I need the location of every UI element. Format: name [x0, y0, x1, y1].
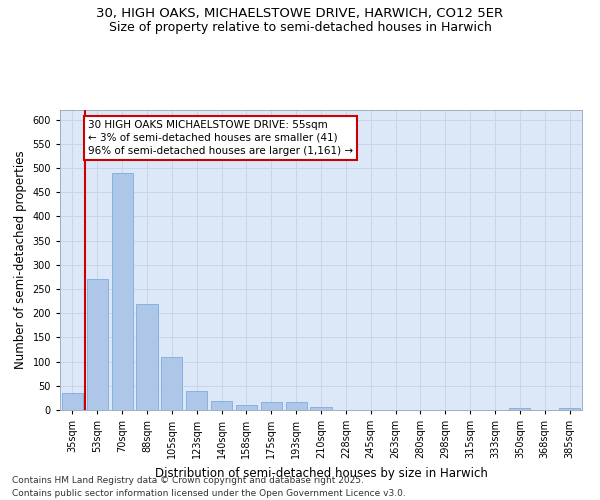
Y-axis label: Number of semi-detached properties: Number of semi-detached properties: [14, 150, 27, 370]
Text: Contains HM Land Registry data © Crown copyright and database right 2025.
Contai: Contains HM Land Registry data © Crown c…: [12, 476, 406, 498]
Bar: [136, 304, 158, 410]
Text: 30, HIGH OAKS, MICHAELSTOWE DRIVE, HARWICH, CO12 5ER: 30, HIGH OAKS, MICHAELSTOWE DRIVE, HARWI…: [97, 8, 503, 20]
Bar: [559, 408, 580, 410]
Bar: [211, 402, 232, 410]
Text: 30 HIGH OAKS MICHAELSTOWE DRIVE: 55sqm
← 3% of semi-detached houses are smaller : 30 HIGH OAKS MICHAELSTOWE DRIVE: 55sqm ←…: [88, 120, 353, 156]
Bar: [112, 173, 133, 410]
Bar: [161, 357, 182, 410]
Bar: [310, 407, 332, 410]
Bar: [87, 280, 108, 410]
Bar: [261, 402, 282, 410]
Bar: [509, 408, 530, 410]
Bar: [286, 402, 307, 410]
Bar: [186, 390, 207, 410]
Bar: [236, 405, 257, 410]
X-axis label: Distribution of semi-detached houses by size in Harwich: Distribution of semi-detached houses by …: [155, 466, 487, 479]
Bar: [62, 393, 83, 410]
Text: Size of property relative to semi-detached houses in Harwich: Size of property relative to semi-detach…: [109, 21, 491, 34]
